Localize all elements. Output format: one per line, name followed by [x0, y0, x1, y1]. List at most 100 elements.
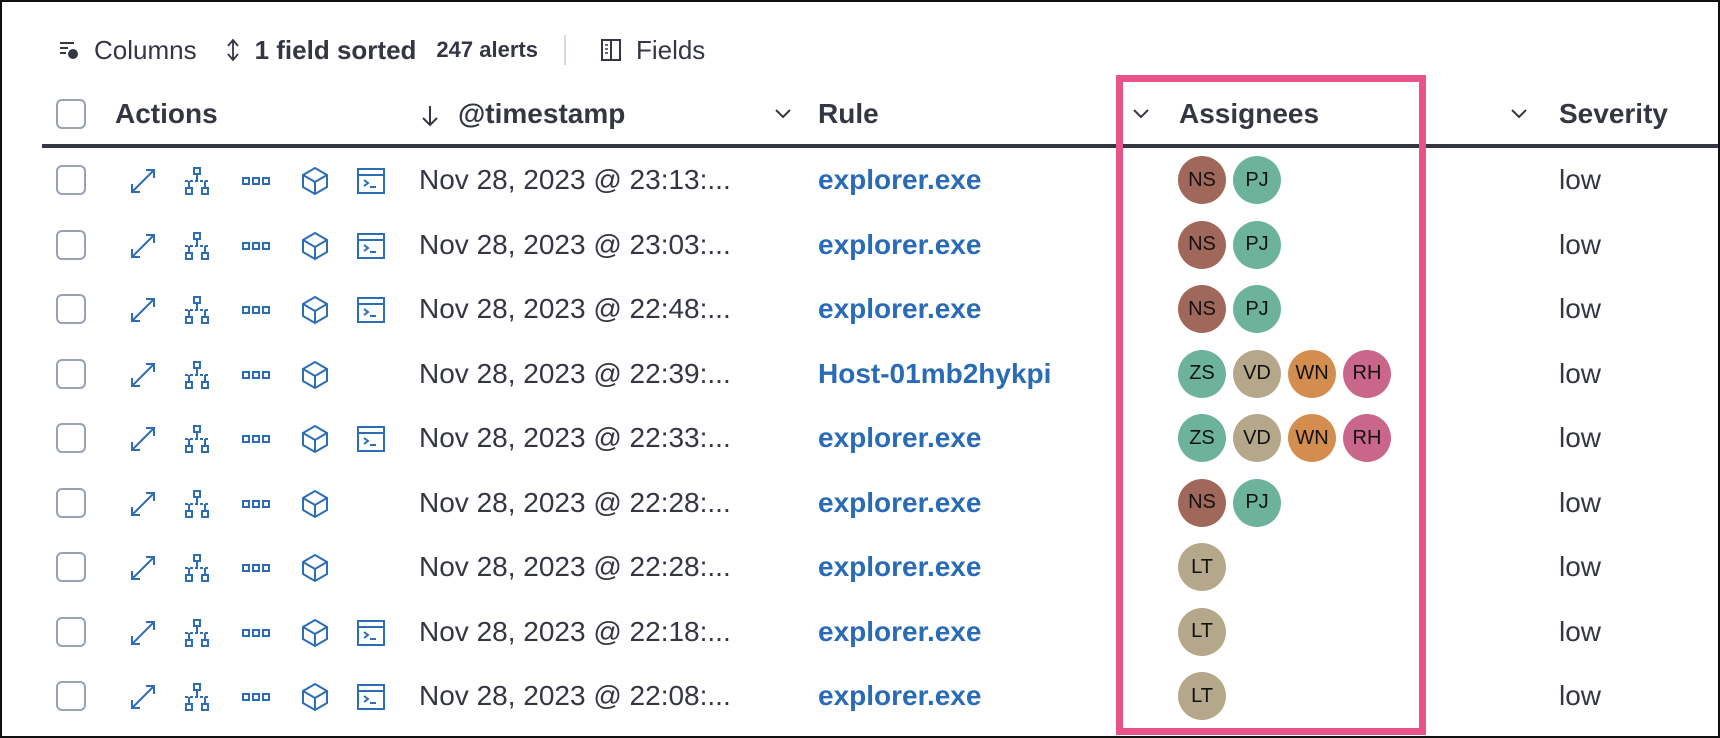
avatar[interactable]: ZS — [1178, 414, 1226, 462]
avatar[interactable]: LT — [1178, 607, 1226, 656]
row-checkbox[interactable] — [56, 552, 86, 582]
sort-button[interactable]: 1 field sorted — [225, 35, 416, 66]
sort-down-arrow-icon[interactable] — [420, 104, 440, 128]
expand-icon[interactable] — [128, 360, 158, 390]
analyze-event-icon[interactable] — [182, 295, 212, 325]
header-assignees[interactable]: Assignees — [1179, 98, 1320, 129]
row-checkbox[interactable] — [56, 681, 86, 711]
rule-link[interactable]: explorer.exe — [818, 680, 982, 711]
header-severity[interactable]: Severity — [1559, 98, 1668, 129]
expand-icon[interactable] — [128, 231, 158, 261]
avatar[interactable]: VD — [1233, 414, 1281, 462]
avatar[interactable]: PJ — [1233, 478, 1281, 527]
avatar[interactable]: NS — [1178, 478, 1226, 527]
tree-action[interactable] — [182, 166, 212, 201]
term-action[interactable] — [356, 295, 386, 330]
expand-action[interactable] — [128, 295, 158, 330]
tree-action[interactable] — [182, 682, 212, 717]
rule-link[interactable]: explorer.exe — [818, 293, 982, 324]
rule-link[interactable]: Host-01mb2hykpi — [818, 357, 1052, 389]
cube-icon[interactable] — [300, 166, 330, 196]
expand-icon[interactable] — [128, 682, 158, 712]
more-actions-icon[interactable] — [241, 424, 271, 454]
more-actions-icon[interactable] — [241, 360, 271, 390]
cube-icon[interactable] — [300, 682, 330, 712]
expand-icon[interactable] — [128, 618, 158, 648]
expand-action[interactable] — [128, 553, 158, 588]
expand-action[interactable] — [128, 618, 158, 653]
cube-action[interactable] — [300, 295, 330, 330]
terminal-icon[interactable] — [356, 295, 386, 325]
more-action[interactable] — [241, 424, 271, 459]
expand-icon[interactable] — [128, 166, 158, 196]
tree-action[interactable] — [182, 553, 212, 588]
expand-icon[interactable] — [128, 489, 158, 519]
rule-link[interactable]: explorer.exe — [818, 615, 982, 647]
cube-icon[interactable] — [300, 360, 330, 390]
cube-icon[interactable] — [300, 489, 330, 519]
analyze-event-icon[interactable] — [182, 424, 212, 454]
avatar[interactable]: NS — [1178, 285, 1226, 333]
cube-action[interactable] — [300, 618, 330, 653]
tree-action[interactable] — [182, 360, 212, 395]
avatar[interactable]: WN — [1288, 349, 1336, 398]
row-checkbox[interactable] — [56, 229, 86, 260]
cube-icon[interactable] — [300, 618, 330, 648]
analyze-event-icon[interactable] — [182, 618, 212, 648]
rule-link[interactable]: explorer.exe — [818, 228, 982, 260]
more-action[interactable] — [241, 360, 271, 395]
chevron-down-icon[interactable] — [1510, 108, 1528, 120]
more-actions-icon[interactable] — [241, 553, 271, 583]
avatar[interactable]: LT — [1178, 543, 1226, 591]
row-checkbox[interactable] — [56, 165, 86, 195]
more-action[interactable] — [241, 553, 271, 588]
more-actions-icon[interactable] — [241, 166, 271, 196]
term-action[interactable] — [356, 424, 386, 459]
more-actions-icon[interactable] — [241, 618, 271, 648]
rule-link[interactable]: explorer.exe — [818, 551, 982, 582]
analyze-event-icon[interactable] — [182, 166, 212, 196]
row-checkbox[interactable] — [56, 294, 86, 324]
more-actions-icon[interactable] — [241, 295, 271, 325]
cube-action[interactable] — [300, 553, 330, 588]
cube-action[interactable] — [300, 424, 330, 459]
select-all-checkbox[interactable] — [56, 99, 86, 129]
analyze-event-icon[interactable] — [182, 231, 212, 261]
row-checkbox[interactable] — [56, 423, 86, 453]
expand-action[interactable] — [128, 489, 158, 524]
terminal-icon[interactable] — [356, 166, 386, 196]
tree-action[interactable] — [182, 424, 212, 459]
term-action[interactable] — [356, 618, 386, 653]
terminal-icon[interactable] — [356, 424, 386, 454]
avatar[interactable]: RH — [1343, 414, 1391, 462]
more-action[interactable] — [241, 682, 271, 717]
header-timestamp[interactable]: @timestamp — [458, 98, 626, 129]
row-checkbox[interactable] — [56, 487, 86, 518]
analyze-event-icon[interactable] — [182, 553, 212, 583]
rule-link[interactable]: explorer.exe — [818, 422, 982, 453]
expand-action[interactable] — [128, 682, 158, 717]
more-action[interactable] — [241, 489, 271, 524]
avatar[interactable]: PJ — [1233, 156, 1281, 204]
header-rule[interactable]: Rule — [818, 98, 879, 129]
expand-action[interactable] — [128, 231, 158, 266]
more-actions-icon[interactable] — [241, 682, 271, 712]
cube-action[interactable] — [300, 489, 330, 524]
term-action[interactable] — [356, 166, 386, 201]
expand-action[interactable] — [128, 360, 158, 395]
avatar[interactable]: LT — [1178, 672, 1226, 720]
row-checkbox[interactable] — [56, 358, 86, 389]
avatar[interactable]: PJ — [1233, 220, 1281, 269]
chevron-down-icon[interactable] — [774, 108, 792, 120]
tree-action[interactable] — [182, 618, 212, 653]
avatar[interactable]: PJ — [1233, 285, 1281, 333]
cube-icon[interactable] — [300, 231, 330, 261]
avatar[interactable]: ZS — [1178, 349, 1226, 398]
avatar[interactable]: NS — [1178, 156, 1226, 204]
expand-icon[interactable] — [128, 553, 158, 583]
terminal-icon[interactable] — [356, 682, 386, 712]
rule-link[interactable]: explorer.exe — [818, 486, 982, 518]
more-action[interactable] — [241, 231, 271, 266]
tree-action[interactable] — [182, 295, 212, 330]
avatar[interactable]: VD — [1233, 349, 1281, 398]
